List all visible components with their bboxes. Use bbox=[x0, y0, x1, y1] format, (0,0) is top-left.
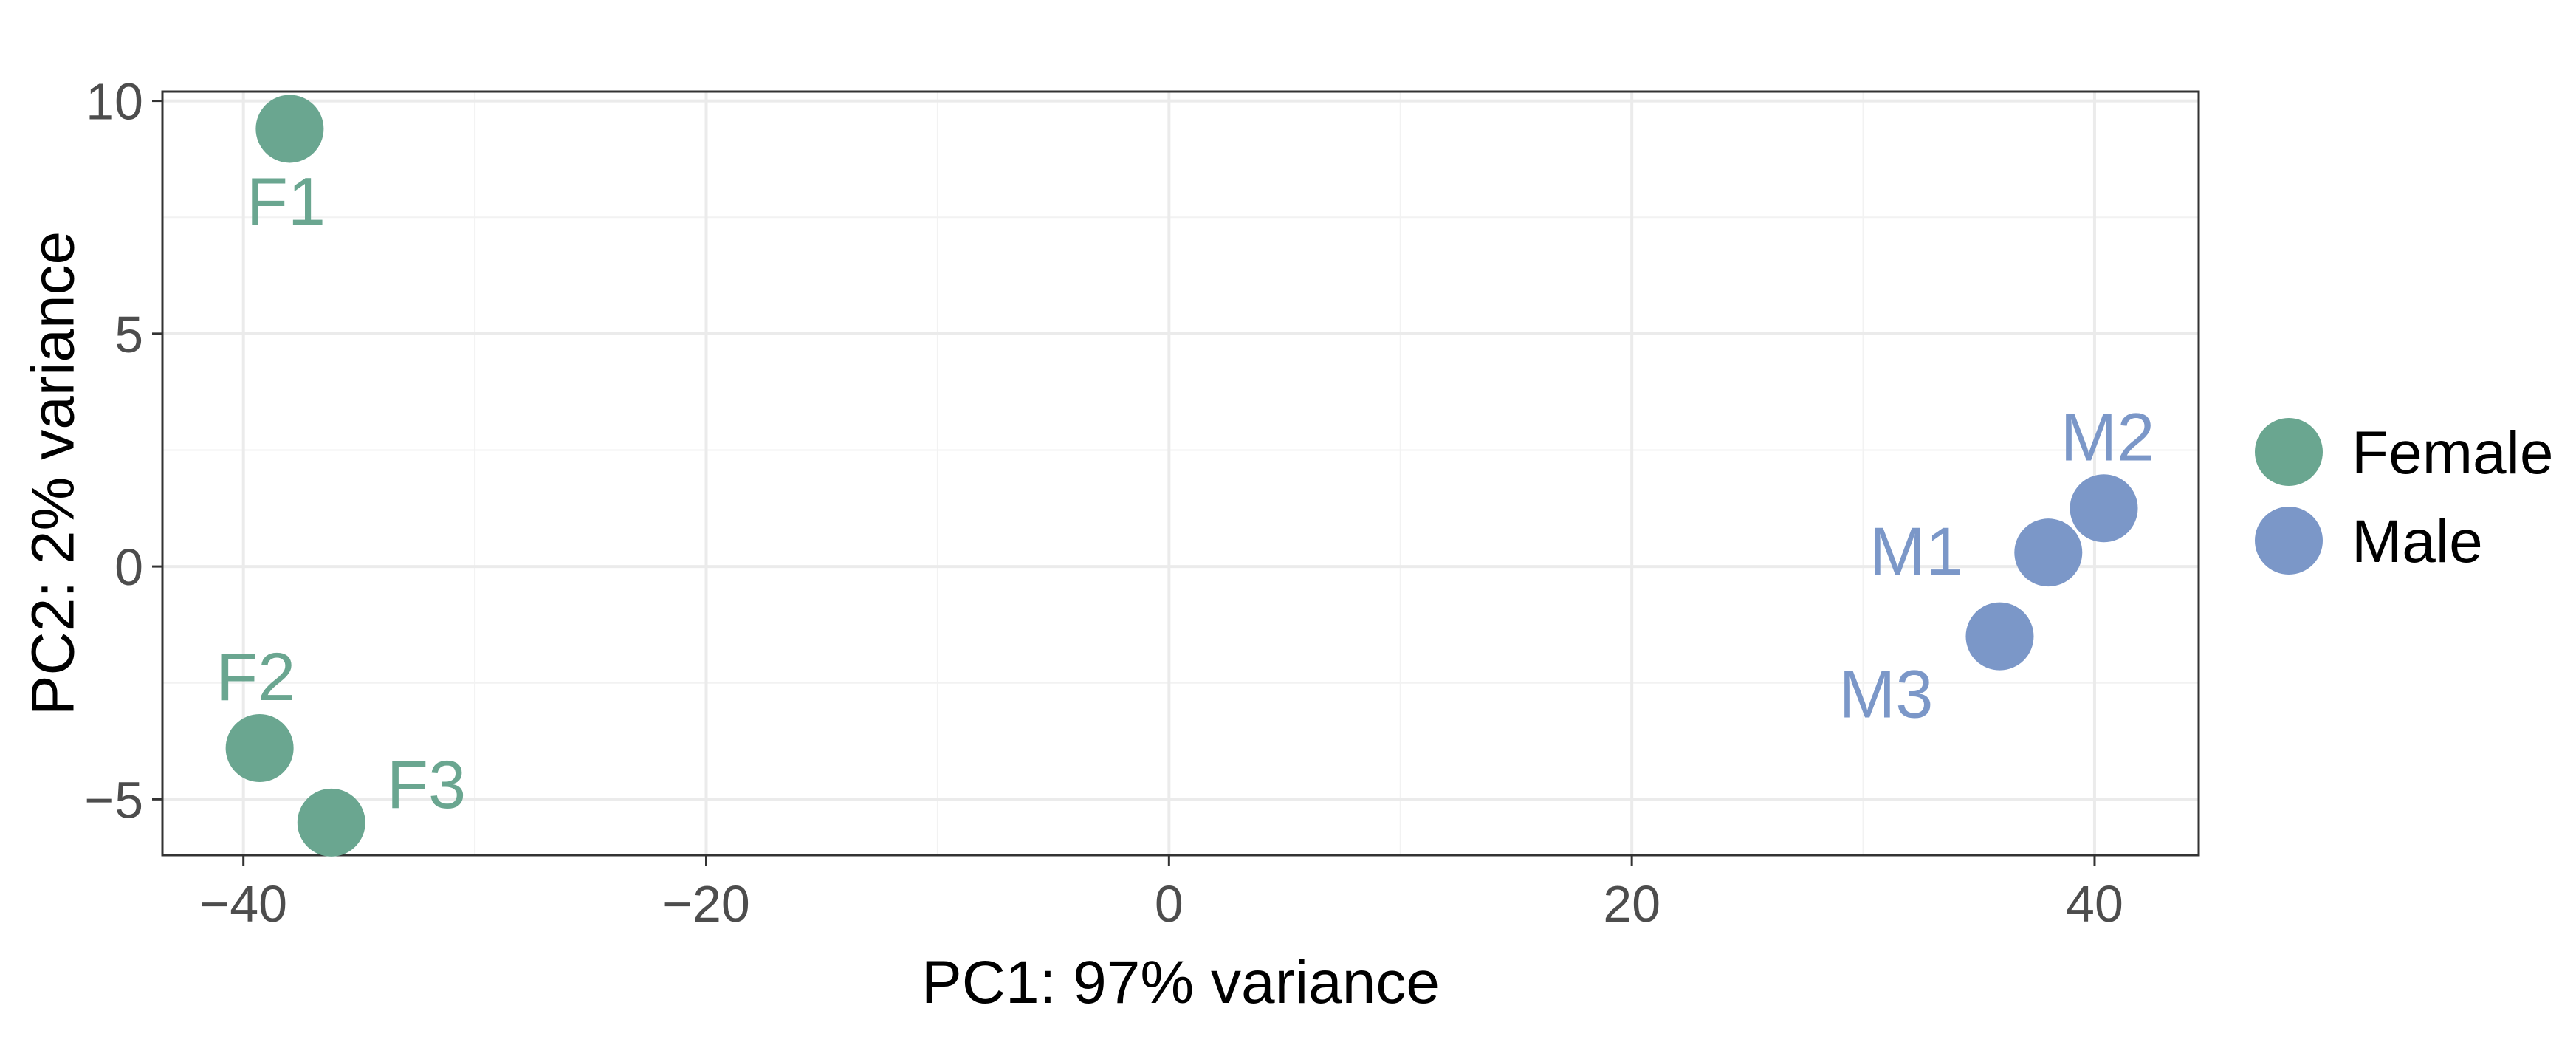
legend-key-female bbox=[2255, 418, 2323, 486]
axis-ticks: −40 −20 0 20 40 −5 0 5 10 bbox=[84, 73, 2123, 933]
data-point-m3 bbox=[1965, 602, 2034, 671]
data-point-m2 bbox=[2070, 474, 2138, 543]
x-tick-label: −40 bbox=[199, 875, 287, 933]
data-point-f2 bbox=[225, 713, 294, 782]
x-tick-label: −20 bbox=[662, 875, 750, 933]
plot-panel-border bbox=[161, 90, 2200, 857]
y-tick-label: 10 bbox=[86, 73, 143, 131]
point-label-m1: M1 bbox=[1869, 514, 1963, 589]
point-label-f1: F1 bbox=[247, 164, 326, 239]
data-point-f1 bbox=[255, 95, 324, 163]
point-label-f2: F2 bbox=[216, 640, 295, 715]
data-point-m1 bbox=[2014, 518, 2083, 587]
legend-key-male bbox=[2255, 507, 2323, 575]
y-tick-label: 5 bbox=[114, 306, 143, 363]
y-tick-label: −5 bbox=[84, 771, 143, 829]
data-point-f3 bbox=[297, 788, 365, 857]
data-points bbox=[225, 95, 2138, 857]
x-tick-label: 0 bbox=[1155, 875, 1184, 933]
legend: Female Male bbox=[2255, 418, 2553, 575]
point-label-m2: M2 bbox=[2061, 400, 2155, 475]
point-label-f3: F3 bbox=[387, 747, 466, 823]
point-label-m3: M3 bbox=[1839, 657, 1934, 733]
y-tick-label: 0 bbox=[114, 538, 143, 596]
x-tick-label: 20 bbox=[1603, 875, 1660, 933]
legend-label-male: Male bbox=[2352, 508, 2483, 575]
grid-lines bbox=[162, 92, 2199, 855]
legend-label-female: Female bbox=[2352, 419, 2553, 487]
x-axis-title: PC1: 97% variance bbox=[921, 949, 1440, 1016]
x-tick-label: 40 bbox=[2066, 875, 2123, 933]
y-axis-title: PC2: 2% variance bbox=[20, 231, 87, 716]
point-labels: F1 F2 F3 M1 M2 M3 bbox=[216, 164, 2154, 822]
